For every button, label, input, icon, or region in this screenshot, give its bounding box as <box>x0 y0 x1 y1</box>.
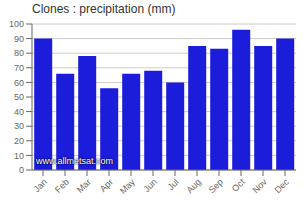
svg-text:40: 40 <box>14 107 24 117</box>
svg-text:Nov: Nov <box>251 177 270 196</box>
svg-text:Oct: Oct <box>230 177 247 194</box>
svg-text:50: 50 <box>14 92 24 102</box>
svg-text:Feb: Feb <box>53 177 71 195</box>
svg-text:60: 60 <box>14 78 24 88</box>
svg-text:0: 0 <box>19 165 24 175</box>
svg-text:Jun: Jun <box>142 177 159 194</box>
html-text:www.allmetsat.com: www.allmetsat.com <box>36 156 113 166</box>
svg-text:30: 30 <box>14 121 24 131</box>
svg-text:Apr: Apr <box>98 177 115 194</box>
svg-text:100: 100 <box>9 19 24 29</box>
svg-text:Aug: Aug <box>185 177 203 195</box>
svg-text:80: 80 <box>14 48 24 58</box>
svg-text:Jan: Jan <box>32 177 49 194</box>
svg-text:90: 90 <box>14 34 24 44</box>
svg-text:20: 20 <box>14 136 24 146</box>
svg-text:Dec: Dec <box>273 177 292 196</box>
svg-text:Jul: Jul <box>166 177 181 192</box>
svg-text:Mar: Mar <box>75 177 93 195</box>
svg-text:70: 70 <box>14 63 24 73</box>
svg-text:Sep: Sep <box>207 177 225 195</box>
svg-text:10: 10 <box>14 151 24 161</box>
svg-text:May: May <box>118 177 137 196</box>
html-text:Clones : precipitation (mm): Clones : precipitation (mm) <box>32 2 176 16</box>
